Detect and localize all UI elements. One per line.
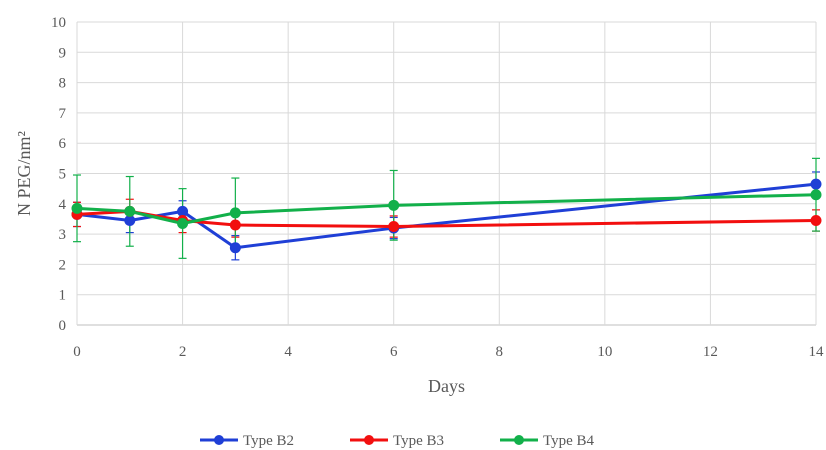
series-line — [75, 193, 818, 225]
data-point — [810, 178, 822, 190]
x-tick-label: 12 — [703, 344, 718, 360]
data-point — [388, 199, 400, 211]
y-tick-label: 9 — [59, 45, 67, 61]
y-tick-label: 5 — [59, 167, 67, 183]
series-group — [71, 157, 822, 261]
gridlines — [76, 21, 817, 326]
data-point — [124, 205, 136, 217]
x-tick-label: 14 — [809, 344, 825, 360]
y-tick-label: 2 — [59, 257, 67, 273]
data-point — [177, 205, 189, 217]
x-tick-label: 10 — [597, 344, 612, 360]
legend-item-type-b4: Type B4 — [500, 433, 595, 449]
y-tick-label: 7 — [59, 106, 67, 122]
legend-label: Type B2 — [243, 433, 294, 449]
data-point — [810, 189, 822, 201]
x-tick-label: 8 — [496, 344, 504, 360]
y-tick-label: 6 — [59, 136, 67, 152]
data-point — [388, 221, 400, 233]
legend: Type B2 Type B3 Type B4 — [200, 433, 595, 449]
data-point — [229, 207, 241, 219]
y-tick-label: 10 — [51, 15, 66, 31]
x-axis-title: Days — [428, 376, 465, 396]
legend-label: Type B3 — [393, 433, 444, 449]
x-tick-label: 4 — [284, 344, 292, 360]
x-tick-label: 0 — [73, 344, 81, 360]
y-tick-label: 3 — [59, 227, 67, 243]
y-tick-label: 4 — [59, 197, 67, 213]
y-tick-label: 0 — [59, 318, 67, 334]
legend-item-type-b3: Type B3 — [350, 433, 444, 449]
series-type-b4 — [71, 189, 822, 229]
x-tick-label: 2 — [179, 344, 187, 360]
x-tick-label: 6 — [390, 344, 398, 360]
legend-marker — [514, 435, 524, 445]
data-point — [71, 202, 83, 214]
legend-label: Type B4 — [543, 433, 595, 449]
y-tick-label: 8 — [59, 76, 67, 92]
series-line — [75, 182, 818, 250]
data-point — [124, 214, 136, 226]
y-tick-label: 1 — [59, 288, 67, 304]
y-axis-title: N PEG/nm² — [14, 131, 34, 216]
data-point — [229, 219, 241, 231]
legend-marker — [214, 435, 224, 445]
data-point — [229, 242, 241, 254]
legend-marker — [364, 435, 374, 445]
data-point — [810, 214, 822, 226]
data-point — [177, 217, 189, 229]
legend-item-type-b2: Type B2 — [200, 433, 294, 449]
